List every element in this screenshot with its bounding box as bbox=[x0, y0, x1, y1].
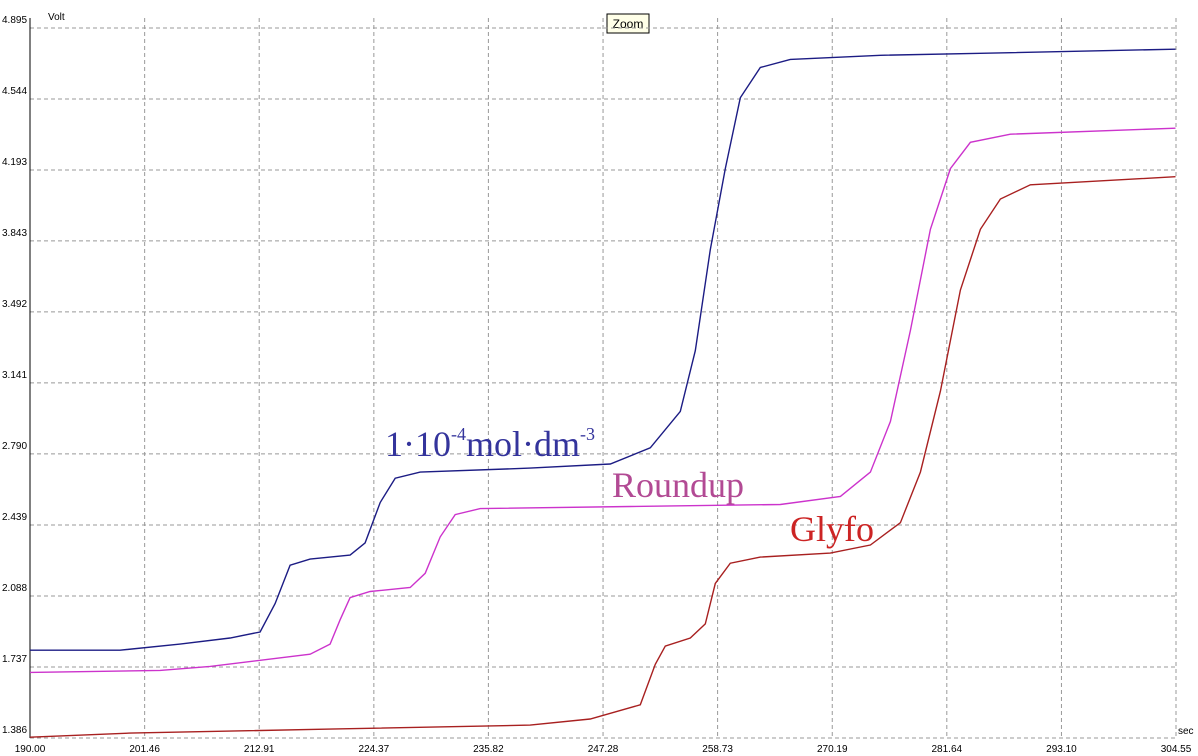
series-line bbox=[29, 127, 1176, 674]
x-tick-label: 281.64 bbox=[932, 744, 963, 755]
y-tick-label: 3.141 bbox=[2, 370, 27, 381]
y-tick-label: 2.439 bbox=[2, 512, 27, 523]
x-tick-label: 201.46 bbox=[129, 744, 160, 755]
annotation: Roundup bbox=[612, 465, 744, 505]
x-unit: sec bbox=[1178, 726, 1194, 737]
y-tick-label: 4.895 bbox=[2, 15, 27, 26]
y-tick-label: 2.088 bbox=[2, 583, 27, 594]
x-tick-label: 224.37 bbox=[359, 744, 390, 755]
y-tick-label: 1.386 bbox=[2, 725, 27, 736]
y-tick-label: 3.843 bbox=[2, 228, 27, 239]
y-tick-label: 4.193 bbox=[2, 157, 27, 168]
x-tick-label: 247.28 bbox=[588, 744, 619, 755]
y-tick-label: 1.737 bbox=[2, 654, 27, 665]
series-line bbox=[29, 176, 1176, 738]
y-tick-label: 3.492 bbox=[2, 299, 27, 310]
annotation-superscript: -4 bbox=[451, 424, 466, 444]
x-tick-label: 190.00 bbox=[15, 744, 46, 755]
x-tick-label: 212.91 bbox=[244, 744, 275, 755]
zoom-label[interactable]: Zoom bbox=[613, 17, 644, 31]
zoom-box[interactable] bbox=[606, 13, 650, 34]
x-tick-label: 270.19 bbox=[817, 744, 848, 755]
annotation-superscript: -3 bbox=[580, 424, 595, 444]
x-tick-label: 235.82 bbox=[473, 744, 504, 755]
annotation-part: 1·10 bbox=[385, 424, 451, 464]
x-tick-label: 304.55 bbox=[1161, 744, 1192, 755]
y-tick-label: 2.790 bbox=[2, 441, 27, 452]
y-tick-label: 4.544 bbox=[2, 86, 27, 97]
x-tick-label: 293.10 bbox=[1046, 744, 1077, 755]
series-line bbox=[30, 48, 1176, 651]
zoom-button[interactable]: Zoom bbox=[606, 13, 650, 34]
x-tick-label: 258.73 bbox=[702, 744, 733, 755]
y-unit: Volt bbox=[48, 12, 65, 23]
annotation: Glyfo bbox=[790, 509, 874, 549]
annotation: 1·10-4mol·dm-3 bbox=[385, 424, 595, 464]
annotation-part: mol·dm bbox=[466, 424, 580, 464]
